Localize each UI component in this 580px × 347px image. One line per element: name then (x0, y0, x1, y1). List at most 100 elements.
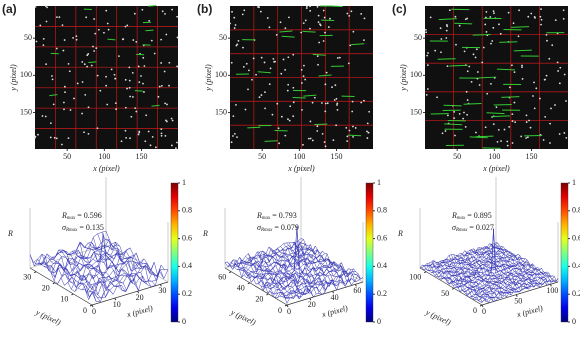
particle (87, 53, 90, 55)
surface-wire (282, 273, 359, 299)
particle (300, 82, 303, 84)
y-tick-label: 60 (218, 273, 226, 282)
particle (326, 102, 329, 105)
particle (81, 61, 84, 63)
particle (327, 26, 330, 28)
particle (67, 62, 70, 65)
particle (512, 22, 515, 25)
particle (176, 65, 179, 68)
particle (478, 84, 481, 86)
particle (160, 38, 163, 41)
particle (126, 24, 129, 27)
particle (160, 132, 163, 135)
particle (68, 70, 71, 73)
surface-wire (277, 247, 340, 286)
particle (309, 27, 311, 30)
particle (533, 81, 535, 84)
particle (235, 103, 237, 106)
surface-wire (469, 271, 546, 298)
particle (144, 140, 147, 143)
particle (548, 57, 551, 60)
symbol: σ (452, 223, 457, 232)
particle (87, 106, 90, 109)
surface-wire (486, 247, 550, 285)
surface-wire (279, 271, 356, 299)
vector (302, 30, 316, 33)
particle (242, 46, 244, 49)
particle (462, 117, 465, 120)
particle (486, 92, 489, 95)
particle (305, 5, 308, 8)
particle (245, 62, 248, 65)
particle (463, 50, 466, 53)
image (425, 6, 568, 149)
particle (321, 133, 324, 135)
x-axis-label: x (pixel) (320, 303, 349, 319)
vector (145, 29, 154, 32)
particle (61, 143, 63, 146)
vector (444, 123, 463, 126)
particle (351, 110, 354, 113)
surface-wire (286, 277, 364, 304)
axis (286, 281, 364, 306)
particle (559, 66, 562, 69)
particle (255, 73, 257, 76)
y-tick-label: 20 (42, 284, 50, 293)
particle (525, 114, 528, 117)
x-tick-label: 0 (482, 307, 486, 316)
particle (301, 108, 303, 111)
particle (113, 73, 116, 76)
particle (530, 12, 533, 15)
particle (305, 7, 308, 9)
particle (266, 17, 269, 19)
x-tick-label: 150 (526, 152, 538, 161)
particle (466, 17, 469, 20)
annotation: Rmax = 0.596 (61, 211, 102, 221)
particle (286, 89, 289, 92)
particle (492, 26, 495, 29)
axis (224, 267, 288, 306)
particle (130, 115, 133, 118)
particle (126, 87, 128, 90)
particle (360, 101, 363, 104)
particle (260, 94, 263, 96)
particle (96, 74, 99, 77)
particle (324, 110, 327, 113)
particle (231, 10, 233, 13)
particle (482, 46, 485, 49)
particle (292, 115, 295, 118)
particle (539, 97, 541, 100)
particle (51, 78, 54, 81)
surface-wire (419, 242, 497, 268)
particle (35, 40, 38, 43)
x-tick-label: 100 (488, 152, 500, 161)
particle (164, 102, 167, 105)
particle (268, 26, 271, 29)
surface-wire (445, 257, 522, 282)
particle (508, 125, 511, 128)
particle (453, 117, 456, 119)
particle (55, 137, 58, 140)
particle (474, 56, 477, 59)
particle (63, 101, 65, 104)
particle (122, 38, 125, 40)
surface-wire (478, 276, 555, 301)
particle (440, 38, 443, 40)
particle (96, 127, 99, 130)
y-tick-label: 0 (473, 306, 477, 315)
particle (242, 65, 245, 68)
surface-wire (268, 246, 331, 287)
particle (149, 144, 152, 147)
particle (135, 110, 138, 113)
vector (463, 103, 482, 105)
y-tick-label: 20 (255, 295, 263, 304)
particle (495, 106, 498, 109)
particle (282, 58, 285, 61)
particle (331, 86, 333, 89)
particle (468, 65, 471, 68)
particle (135, 41, 138, 43)
particle (124, 129, 127, 132)
particle (511, 142, 514, 144)
particle (158, 85, 161, 88)
particle (324, 83, 327, 86)
